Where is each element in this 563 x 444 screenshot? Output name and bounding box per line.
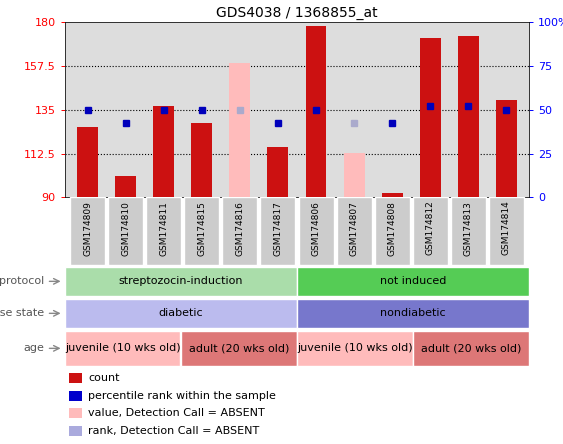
FancyBboxPatch shape — [181, 331, 297, 366]
Text: adult (20 wks old): adult (20 wks old) — [189, 343, 289, 353]
Bar — [69, 391, 82, 401]
Text: percentile rank within the sample: percentile rank within the sample — [88, 391, 276, 401]
Text: nondiabetic: nondiabetic — [380, 308, 446, 318]
FancyBboxPatch shape — [65, 266, 297, 296]
Text: disease state: disease state — [0, 308, 44, 318]
FancyBboxPatch shape — [222, 197, 257, 266]
Text: GSM174809: GSM174809 — [83, 201, 92, 256]
Text: GSM174816: GSM174816 — [235, 201, 244, 256]
Text: protocol: protocol — [0, 276, 44, 286]
Bar — [229, 63, 251, 197]
Text: GSM174813: GSM174813 — [464, 201, 473, 256]
FancyBboxPatch shape — [65, 299, 297, 328]
Bar — [267, 147, 288, 197]
Text: streptozocin-induction: streptozocin-induction — [119, 276, 243, 286]
FancyBboxPatch shape — [413, 197, 448, 266]
FancyBboxPatch shape — [374, 197, 410, 266]
Text: GSM174815: GSM174815 — [197, 201, 206, 256]
FancyBboxPatch shape — [489, 197, 524, 266]
FancyBboxPatch shape — [298, 197, 333, 266]
Bar — [191, 123, 212, 197]
Text: GSM174814: GSM174814 — [502, 201, 511, 255]
FancyBboxPatch shape — [297, 331, 413, 366]
Text: diabetic: diabetic — [159, 308, 203, 318]
Bar — [153, 106, 174, 197]
Title: GDS4038 / 1368855_at: GDS4038 / 1368855_at — [216, 6, 378, 20]
Bar — [496, 100, 517, 197]
FancyBboxPatch shape — [70, 197, 105, 266]
Bar — [382, 194, 403, 197]
FancyBboxPatch shape — [184, 197, 220, 266]
Text: GSM174812: GSM174812 — [426, 201, 435, 255]
Text: adult (20 wks old): adult (20 wks old) — [421, 343, 521, 353]
Text: GSM174817: GSM174817 — [274, 201, 283, 256]
Bar — [458, 36, 479, 197]
FancyBboxPatch shape — [297, 266, 529, 296]
Bar — [420, 38, 441, 197]
Bar — [115, 176, 136, 197]
FancyBboxPatch shape — [297, 299, 529, 328]
FancyBboxPatch shape — [65, 331, 181, 366]
Text: GSM174808: GSM174808 — [388, 201, 397, 256]
Text: GSM174810: GSM174810 — [121, 201, 130, 256]
FancyBboxPatch shape — [108, 197, 143, 266]
Bar — [69, 373, 82, 383]
Text: age: age — [23, 343, 44, 353]
Bar — [69, 408, 82, 418]
Bar — [77, 127, 98, 197]
Text: count: count — [88, 373, 119, 383]
Text: GSM174807: GSM174807 — [350, 201, 359, 256]
Text: juvenile (10 wks old): juvenile (10 wks old) — [297, 343, 413, 353]
Text: GSM174806: GSM174806 — [311, 201, 320, 256]
FancyBboxPatch shape — [261, 197, 296, 266]
Text: GSM174811: GSM174811 — [159, 201, 168, 256]
Bar — [306, 26, 327, 197]
FancyBboxPatch shape — [413, 331, 529, 366]
FancyBboxPatch shape — [337, 197, 372, 266]
FancyBboxPatch shape — [451, 197, 486, 266]
Text: rank, Detection Call = ABSENT: rank, Detection Call = ABSENT — [88, 426, 259, 436]
Text: value, Detection Call = ABSENT: value, Detection Call = ABSENT — [88, 408, 265, 418]
Text: not induced: not induced — [380, 276, 446, 286]
Text: juvenile (10 wks old): juvenile (10 wks old) — [65, 343, 181, 353]
Bar — [343, 153, 365, 197]
Bar — [69, 426, 82, 436]
FancyBboxPatch shape — [146, 197, 181, 266]
